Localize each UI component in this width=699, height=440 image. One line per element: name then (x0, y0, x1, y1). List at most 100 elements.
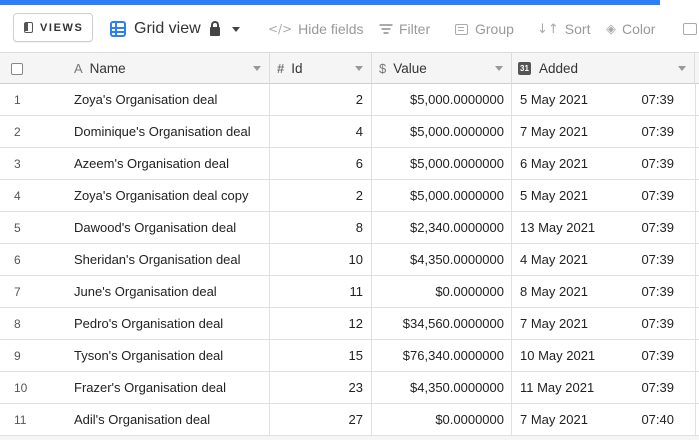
cell-added-time[interactable]: 07:39 (641, 348, 674, 363)
cell-id[interactable]: 15 (270, 340, 372, 371)
cell-added-date[interactable]: 5 May 2021 (520, 92, 588, 107)
cell-added-time[interactable]: 07:39 (641, 380, 674, 395)
cell-value[interactable]: $5,000.0000000 (372, 116, 512, 147)
filter-button[interactable]: Filter (379, 19, 430, 39)
calendar-icon: 31 (518, 62, 531, 75)
table-row[interactable]: 7 June's Organisation deal 11 $0.0000000 8 M… (0, 276, 699, 308)
cell-value[interactable]: $76,340.0000000 (372, 340, 512, 371)
cell-id[interactable]: 23 (270, 372, 372, 403)
cell-added-date[interactable]: 4 May 2021 (520, 252, 588, 267)
color-label: Color (622, 21, 656, 37)
cell-name[interactable]: Azeem's Organisation deal (62, 148, 270, 179)
cell-added-time[interactable]: 07:39 (641, 284, 674, 299)
table-row[interactable]: 4 Zoya's Organisation deal copy 2 $5,000.00… (0, 180, 699, 212)
cell-name[interactable]: Dominique's Organisation deal (62, 116, 270, 147)
cell-added-date[interactable]: 10 May 2021 (520, 348, 596, 363)
cell-added-time[interactable]: 07:39 (641, 188, 674, 203)
cell-value[interactable]: $0.0000000 (372, 276, 512, 307)
cell-added-date[interactable]: 11 May 2021 (520, 380, 595, 395)
cell-id[interactable]: 10 (270, 244, 372, 275)
sort-button[interactable]: ↓↑ Sort (537, 19, 590, 39)
cell-overflow (695, 84, 699, 115)
views-button[interactable]: VIEWS (13, 13, 93, 42)
row-number: 10 (14, 380, 28, 395)
chevron-down-icon[interactable] (678, 66, 686, 71)
column-header-value[interactable]: $ Value (372, 53, 512, 84)
row-number: 6 (14, 252, 21, 267)
cell-overflow (695, 148, 699, 179)
grid-footer (0, 436, 699, 440)
cell-added-time[interactable]: 07:39 (641, 124, 674, 139)
cell-added-time[interactable]: 07:39 (641, 220, 674, 235)
cell-name[interactable]: Dawood's Organisation deal (62, 212, 270, 243)
filter-label: Filter (399, 21, 431, 37)
cell-name[interactable]: Tyson's Organisation deal (62, 340, 270, 371)
cell-id[interactable]: 4 (270, 116, 372, 147)
table-row[interactable]: 5 Dawood's Organisation deal 8 $2,340.00000… (0, 212, 699, 244)
chevron-down-icon[interactable] (495, 66, 503, 71)
cell-id[interactable]: 27 (270, 404, 372, 435)
cell-name[interactable]: Zoya's Organisation deal copy (62, 180, 270, 211)
cell-added-date[interactable]: 6 May 2021 (520, 156, 588, 171)
view-switcher[interactable]: Grid view (110, 18, 240, 40)
cell-name[interactable]: Sheridan's Organisation deal (62, 244, 270, 275)
cell-added-date[interactable]: 13 May 2021 (520, 220, 596, 235)
more-options-button[interactable] (683, 19, 697, 39)
cell-added-time[interactable]: 07:39 (641, 156, 674, 171)
cell-added-date[interactable]: 8 May 2021 (520, 284, 588, 299)
cell-added-time[interactable]: 07:39 (641, 252, 674, 267)
text-field-icon: A (74, 61, 83, 76)
table-row[interactable]: 11 Adil's Organisation deal 27 $0.0000000 7 … (0, 404, 699, 436)
table-row[interactable]: 8 Pedro's Organisation deal 12 $34,560.0000… (0, 308, 699, 340)
cell-added-time[interactable]: 07:40 (641, 412, 674, 427)
table-row[interactable]: 9 Tyson's Organisation deal 15 $76,340.0000… (0, 340, 699, 372)
cell-value[interactable]: $5,000.0000000 (372, 180, 512, 211)
view-name: Grid view (134, 20, 201, 37)
column-id-label: Id (291, 61, 303, 76)
cell-name[interactable]: Frazer's Organisation deal (62, 372, 270, 403)
sort-icon: ↓↑ (537, 21, 559, 37)
cell-id[interactable]: 11 (270, 276, 372, 307)
cell-value[interactable]: $5,000.0000000 (372, 84, 512, 115)
cell-value[interactable]: $4,350.0000000 (372, 372, 512, 403)
table-row[interactable]: 10 Frazer's Organisation deal 23 $4,350.000… (0, 372, 699, 404)
cell-added-time[interactable]: 07:39 (641, 92, 674, 107)
cell-id[interactable]: 2 (270, 84, 372, 115)
cell-added-date[interactable]: 7 May 2021 (520, 412, 588, 427)
cell-id[interactable]: 6 (270, 148, 372, 179)
cell-id[interactable]: 12 (270, 308, 372, 339)
table-row[interactable]: 3 Azeem's Organisation deal 6 $5,000.000000… (0, 148, 699, 180)
cell-value[interactable]: $0.0000000 (372, 404, 512, 435)
cell-added-time[interactable]: 07:39 (641, 316, 674, 331)
cell-overflow (695, 180, 699, 211)
row-number: 1 (14, 92, 21, 107)
chevron-down-icon[interactable] (355, 66, 363, 71)
cell-name[interactable]: Pedro's Organisation deal (62, 308, 270, 339)
cell-name[interactable]: June's Organisation deal (62, 276, 270, 307)
table-row[interactable]: 2 Dominique's Organisation deal 4 $5,000.00… (0, 116, 699, 148)
group-button[interactable]: Group (455, 19, 514, 39)
chevron-down-icon[interactable] (231, 27, 240, 32)
cell-name[interactable]: Zoya's Organisation deal (62, 84, 270, 115)
hide-fields-button[interactable]: </> Hide fields (268, 19, 364, 39)
column-header-name[interactable]: A Name (62, 53, 270, 84)
select-all-checkbox[interactable] (11, 62, 23, 75)
cell-added-date[interactable]: 5 May 2021 (520, 188, 588, 203)
chevron-down-icon[interactable] (253, 66, 261, 71)
cell-id[interactable]: 8 (270, 212, 372, 243)
column-header-id[interactable]: # Id (270, 53, 372, 84)
cell-id[interactable]: 2 (270, 180, 372, 211)
cell-name[interactable]: Adil's Organisation deal (62, 404, 270, 435)
row-number: 8 (14, 316, 21, 331)
cell-overflow (695, 116, 699, 147)
cell-value[interactable]: $34,560.0000000 (372, 308, 512, 339)
table-row[interactable]: 6 Sheridan's Organisation deal 10 $4,350.00… (0, 244, 699, 276)
cell-value[interactable]: $2,340.0000000 (372, 212, 512, 243)
column-header-added[interactable]: 31 Added (512, 53, 695, 84)
cell-value[interactable]: $5,000.0000000 (372, 148, 512, 179)
table-row[interactable]: 1 Zoya's Organisation deal 2 $5,000.0000000… (0, 84, 699, 116)
color-button[interactable]: ◈ Color (606, 19, 655, 39)
cell-added-date[interactable]: 7 May 2021 (520, 124, 588, 139)
cell-value[interactable]: $4,350.0000000 (372, 244, 512, 275)
cell-added-date[interactable]: 7 May 2021 (520, 316, 588, 331)
